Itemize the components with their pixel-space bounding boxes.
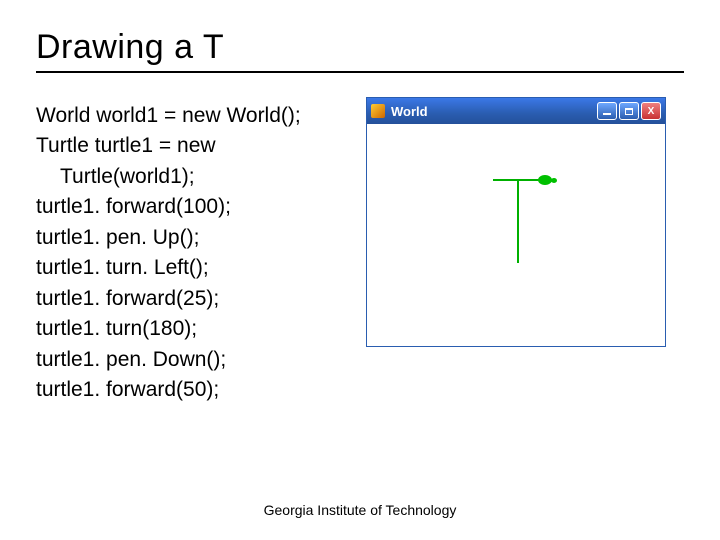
code-line: turtle1. turn. Left();: [36, 253, 356, 283]
page-title: Drawing a T: [36, 28, 684, 73]
t-horizontal-line: [493, 179, 543, 181]
app-icon: [371, 104, 385, 118]
code-line: Turtle turtle1 = new: [36, 131, 356, 161]
turtle-canvas: [367, 124, 665, 346]
content-row: World world1 = new World(); Turtle turtl…: [36, 101, 684, 405]
code-line: World world1 = new World();: [36, 101, 356, 131]
code-line: turtle1. pen. Down();: [36, 345, 356, 375]
turtle-body-icon: [538, 175, 552, 185]
minimize-button[interactable]: [597, 102, 617, 120]
code-line: turtle1. forward(25);: [36, 284, 356, 314]
code-line: turtle1. pen. Up();: [36, 223, 356, 253]
titlebar[interactable]: World X: [367, 98, 665, 124]
close-button[interactable]: X: [641, 102, 661, 120]
footer-text: Georgia Institute of Technology: [0, 502, 720, 518]
code-line: Turtle(world1);: [36, 162, 356, 192]
code-listing: World world1 = new World(); Turtle turtl…: [36, 101, 356, 405]
code-line: turtle1. forward(100);: [36, 192, 356, 222]
code-line: turtle1. turn(180);: [36, 314, 356, 344]
t-vertical-line: [517, 179, 519, 263]
window-title: World: [391, 104, 597, 119]
turtle-head-icon: [551, 178, 557, 183]
maximize-button[interactable]: [619, 102, 639, 120]
world-window: World X: [366, 97, 666, 347]
code-line: turtle1. forward(50);: [36, 375, 356, 405]
window-controls: X: [597, 102, 661, 120]
